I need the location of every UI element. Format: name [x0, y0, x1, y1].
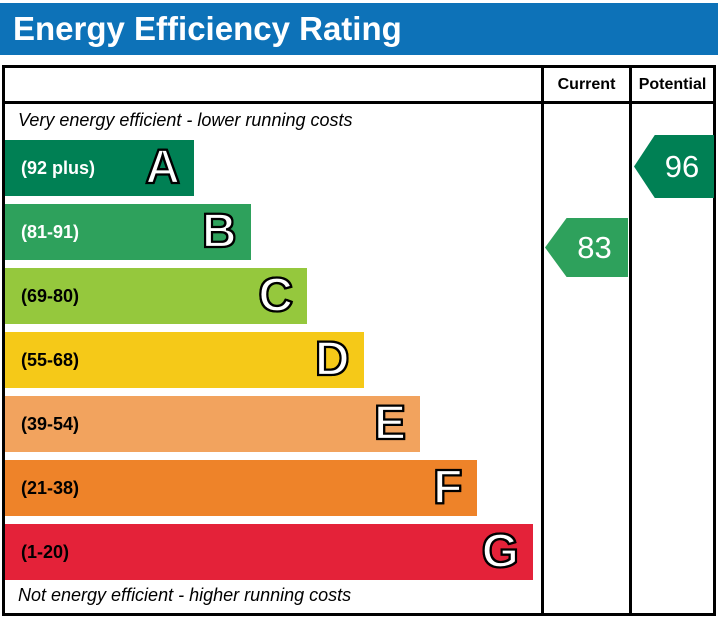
- band-range-label: (81-91): [21, 221, 80, 242]
- band-row-g: (1-20) G: [5, 524, 533, 580]
- band-range-label: (69-80): [21, 285, 80, 306]
- top-note: Very energy efficient - lower running co…: [18, 110, 353, 130]
- current-rating-value: 83: [577, 229, 612, 265]
- current-column-divider: [541, 68, 544, 613]
- current-rating-arrow: 83: [545, 218, 628, 277]
- band-letter: G: [481, 524, 521, 579]
- band-letter: E: [373, 396, 407, 451]
- band-range-label: (55-68): [21, 349, 80, 370]
- band-letter: C: [257, 268, 294, 323]
- band-row-c: (69-80) C: [5, 268, 307, 324]
- band-range-label: (21-38): [21, 477, 80, 498]
- rating-table: Current Potential Very energy efficient …: [2, 65, 716, 616]
- band-range-label: (39-54): [21, 413, 80, 434]
- header-divider-line: [5, 101, 713, 104]
- band-letter: B: [201, 204, 238, 259]
- band-letter: A: [144, 140, 181, 195]
- band-row-d: (55-68) D: [5, 332, 364, 388]
- rating-bands: (92 plus) A (81-91) B (69-80) C (55-68) D (39-54…: [5, 140, 533, 588]
- band-letter: D: [314, 332, 351, 387]
- potential-column-header: Potential: [638, 76, 707, 93]
- bottom-note: Not energy efficient - higher running co…: [18, 585, 352, 605]
- band-range-label: (92 plus): [21, 157, 96, 178]
- current-column-header: Current: [557, 76, 616, 93]
- potential-rating-arrow: 96: [634, 135, 714, 198]
- band-row-f: (21-38) F: [5, 460, 477, 516]
- page-title: Energy Efficiency Rating: [13, 10, 402, 47]
- band-row-e: (39-54) E: [5, 396, 420, 452]
- band-letter: F: [432, 460, 464, 515]
- potential-column-divider: [629, 68, 632, 613]
- band-row-a: (92 plus) A: [5, 140, 194, 196]
- title-bar: Energy Efficiency Rating: [0, 3, 718, 55]
- band-range-label: (1-20): [21, 541, 70, 562]
- band-row-b: (81-91) B: [5, 204, 251, 260]
- potential-rating-value: 96: [664, 148, 700, 184]
